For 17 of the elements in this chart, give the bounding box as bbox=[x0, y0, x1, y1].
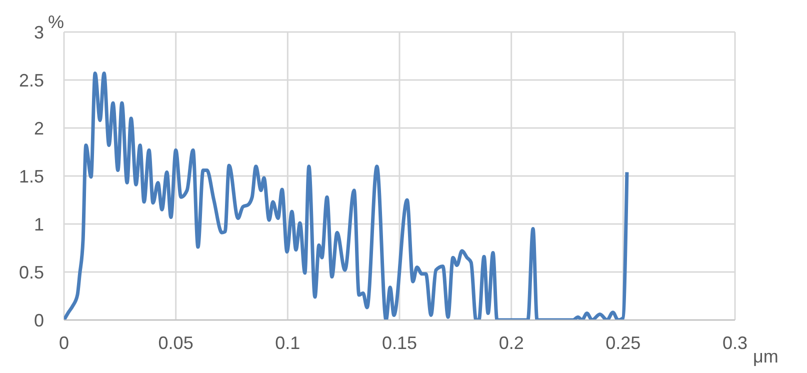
y-tick-label: 1 bbox=[34, 214, 44, 234]
x-tick-label: 0.3 bbox=[722, 332, 748, 353]
line-series bbox=[64, 72, 629, 320]
x-tick-label: 0 bbox=[58, 332, 70, 353]
y-tick-label: 1.5 bbox=[18, 166, 44, 186]
y-axis-title: % bbox=[48, 12, 64, 32]
x-tick-label: 0.25 bbox=[606, 332, 641, 353]
y-tick-label: 2.5 bbox=[18, 70, 44, 90]
x-tick-label: 0.05 bbox=[158, 332, 194, 353]
x-axis-title: μm bbox=[753, 346, 778, 366]
y-tick-label: 3 bbox=[34, 22, 44, 42]
y-tick-label: 0.5 bbox=[18, 262, 44, 282]
y-tick-label: 0 bbox=[34, 310, 44, 330]
x-tick-label: 0.1 bbox=[275, 332, 300, 353]
x-tick-label: 0.2 bbox=[498, 332, 524, 353]
x-tick-label: 0.15 bbox=[382, 332, 418, 353]
y-tick-label: 2 bbox=[34, 118, 44, 138]
